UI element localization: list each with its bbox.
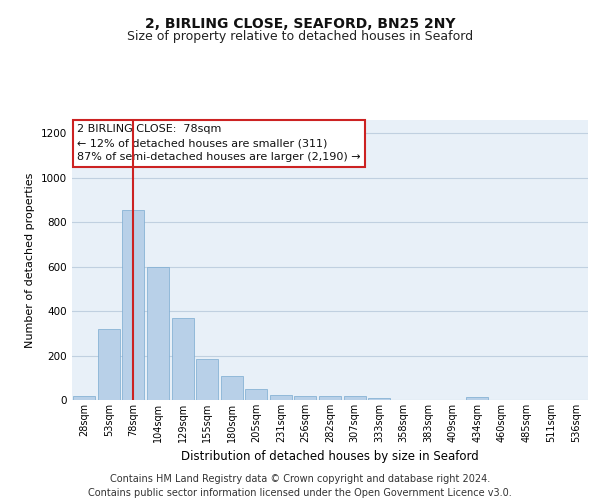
X-axis label: Distribution of detached houses by size in Seaford: Distribution of detached houses by size … bbox=[181, 450, 479, 464]
Bar bbox=[295, 396, 316, 400]
Text: 2 BIRLING CLOSE:  78sqm
← 12% of detached houses are smaller (311)
87% of semi-d: 2 BIRLING CLOSE: 78sqm ← 12% of detached… bbox=[77, 124, 361, 162]
Bar bbox=[196, 359, 218, 400]
Bar bbox=[344, 396, 365, 400]
Bar bbox=[368, 398, 390, 400]
Bar bbox=[98, 330, 120, 400]
Text: 2, BIRLING CLOSE, SEAFORD, BN25 2NY: 2, BIRLING CLOSE, SEAFORD, BN25 2NY bbox=[145, 18, 455, 32]
Text: Size of property relative to detached houses in Seaford: Size of property relative to detached ho… bbox=[127, 30, 473, 43]
Bar bbox=[270, 395, 292, 400]
Bar bbox=[73, 396, 95, 400]
Bar bbox=[221, 376, 243, 400]
Text: Contains HM Land Registry data © Crown copyright and database right 2024.
Contai: Contains HM Land Registry data © Crown c… bbox=[88, 474, 512, 498]
Bar bbox=[122, 210, 145, 400]
Bar bbox=[245, 390, 268, 400]
Bar bbox=[466, 398, 488, 400]
Bar bbox=[147, 267, 169, 400]
Y-axis label: Number of detached properties: Number of detached properties bbox=[25, 172, 35, 348]
Bar bbox=[319, 396, 341, 400]
Bar bbox=[172, 318, 194, 400]
